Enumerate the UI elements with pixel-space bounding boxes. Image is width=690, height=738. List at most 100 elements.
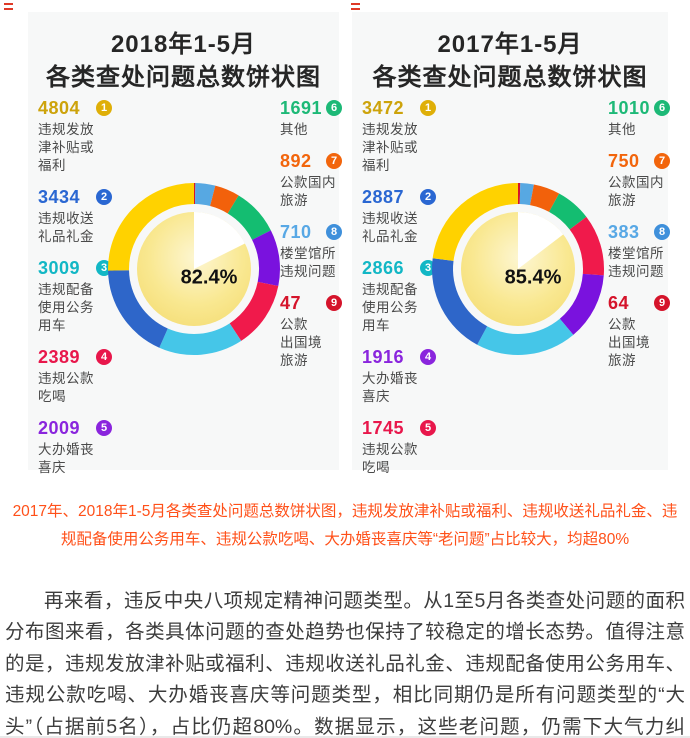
rank-badge: 1	[420, 100, 436, 116]
ring-segment	[252, 230, 280, 287]
cropped-red-mark-right	[351, 2, 360, 10]
legend-item: 1745 5 违规公款 吃喝	[362, 418, 448, 477]
rank-badge: 6	[326, 100, 342, 116]
ring-segment	[569, 216, 604, 276]
legend-item: 2887 2 违规收送 礼品礼金	[362, 187, 448, 246]
legend-item: 3009 3 违规配备 使用公务 用车	[38, 258, 124, 335]
legend-value-row: 3009 3	[38, 258, 112, 278]
legend-item: 892 7 公款国内 旅游	[280, 151, 346, 210]
legend-value-row: 1010 6	[608, 98, 670, 118]
chart-panel-2017: 2017年1-5月 各类查处问题总数饼状图 3472 1 违规发放 津补贴或 福利 2…	[352, 12, 670, 475]
legend-label: 其他	[608, 122, 636, 137]
legend-value-row: 47 9	[280, 293, 342, 313]
chart-title-sub: 各类查处问题总数饼状图	[46, 64, 321, 91]
legend-item: 64 9 公款 出国境 旅游	[608, 293, 674, 370]
ring-segment	[432, 183, 518, 261]
legend-item: 1010 6 其他	[608, 98, 674, 139]
legend-item: 3472 1 违规发放 津补贴或 福利	[362, 98, 448, 175]
rank-badge: 1	[96, 100, 112, 116]
legend-value: 2866	[362, 257, 405, 278]
legend-item: 2389 4 违规公款 吃喝	[38, 347, 124, 406]
remainder-wedge	[518, 212, 564, 269]
rank-badge: 5	[96, 420, 112, 436]
legend-value-row: 3472 1	[362, 98, 436, 118]
ring-segment	[549, 193, 587, 230]
legend-value: 47	[280, 292, 302, 313]
legend-value-row: 710 8	[280, 222, 342, 242]
rank-badge: 4	[96, 349, 112, 365]
legend-value: 892	[280, 150, 312, 171]
ring-segment	[559, 273, 604, 335]
chart-title: 2018年1-5月 各类查处问题总数饼状图	[28, 28, 339, 94]
rank-badge: 8	[326, 224, 342, 240]
rank-badge: 3	[420, 260, 436, 276]
legend-left: 4804 1 违规发放 津补贴或 福利 3434 2 违规收送 礼品礼金 3009 3 违规配备…	[38, 98, 124, 489]
legend-label: 违规公款 吃喝	[38, 371, 94, 404]
donut-svg	[432, 183, 604, 355]
ring-segment	[227, 195, 271, 240]
legend-value: 383	[608, 221, 640, 242]
remainder-wedge	[194, 212, 245, 269]
legend-label: 楼堂馆所 违规问题	[608, 246, 664, 279]
legend-value: 1010	[608, 97, 651, 118]
legend-value: 1691	[280, 97, 323, 118]
donut-chart-2017: 85.4%	[418, 169, 618, 369]
donut-center-percentage: 82.4%	[180, 266, 238, 289]
article-paragraph: 再来看，违反中央八项规定精神问题类型。从1至5月各类查处问题的面积分布图来看，各…	[5, 589, 685, 738]
cropped-red-mark-left	[4, 2, 13, 10]
rank-badge: 8	[654, 224, 670, 240]
legend-value-row: 64 9	[608, 293, 670, 313]
ring-segment	[108, 270, 168, 348]
rank-badge: 9	[654, 295, 670, 311]
legend-item: 47 9 公款 出国境 旅游	[280, 293, 346, 370]
rank-badge: 4	[420, 349, 436, 365]
figure-caption: 2017年、2018年1-5月各类查处问题总数饼状图，违规发放津补贴或福利、违规…	[12, 502, 678, 548]
legend-value: 3434	[38, 186, 81, 207]
rank-badge: 5	[420, 420, 436, 436]
legend-label: 公款 出国境 旅游	[608, 317, 650, 368]
ring-segment	[432, 258, 488, 345]
ring-segment	[229, 281, 279, 341]
legend-label: 违规配备 使用公务 用车	[38, 282, 94, 333]
legend-label: 其他	[280, 122, 308, 137]
legend-label: 违规公款 吃喝	[362, 442, 418, 475]
legend-right: 1691 6 其他 892 7 公款国内 旅游 710 8 楼堂馆所 违规问题 47 9 公款 出国境…	[280, 98, 346, 382]
legend-right: 1010 6 其他 750 7 公款国内 旅游 383 8 楼堂馆所 违规问题 64 9 公款 出国境…	[608, 98, 674, 382]
legend-value: 3472	[362, 97, 405, 118]
legend-item: 4804 1 违规发放 津补贴或 福利	[38, 98, 124, 175]
legend-value-row: 3434 2	[38, 187, 112, 207]
ring-segment	[195, 183, 216, 207]
legend-label: 公款国内 旅游	[280, 175, 336, 208]
ring-segment	[530, 184, 560, 212]
legend-value: 710	[280, 221, 312, 242]
ring-segment	[159, 323, 242, 355]
legend-value: 2009	[38, 417, 81, 438]
bottom-divider	[0, 736, 690, 738]
legend-value-row: 1916 4	[362, 347, 436, 367]
legend-value-row: 2389 4	[38, 347, 112, 367]
legend-item: 383 8 楼堂馆所 违规问题	[608, 222, 674, 281]
legend-value: 2887	[362, 186, 405, 207]
legend-value: 1745	[362, 417, 405, 438]
legend-value-row: 4804 1	[38, 98, 112, 118]
legend-item: 1916 4 大办婚丧 喜庆	[362, 347, 448, 406]
legend-value-row: 2009 5	[38, 418, 112, 438]
ring-segment	[194, 183, 196, 205]
chart-title-sub: 各类查处问题总数饼状图	[372, 64, 648, 91]
legend-value-row: 2887 2	[362, 187, 436, 207]
legend-item: 710 8 楼堂馆所 违规问题	[280, 222, 346, 281]
legend-value-row: 2866 3	[362, 258, 436, 278]
rank-badge: 2	[96, 189, 112, 205]
chart-title-year: 2018年1-5月	[110, 31, 257, 58]
donut-svg	[108, 183, 280, 355]
chart-title-year: 2017年1-5月	[437, 31, 583, 58]
legend-label: 违规收送 礼品礼金	[38, 211, 94, 244]
ring-segment	[518, 183, 521, 205]
legend-label: 楼堂馆所 违规问题	[280, 246, 336, 279]
ring-segment	[477, 318, 574, 355]
rank-badge: 7	[326, 153, 342, 169]
ring-segment	[108, 183, 194, 271]
rank-badge: 9	[326, 295, 342, 311]
chart-title: 2017年1-5月 各类查处问题总数饼状图	[352, 28, 668, 94]
